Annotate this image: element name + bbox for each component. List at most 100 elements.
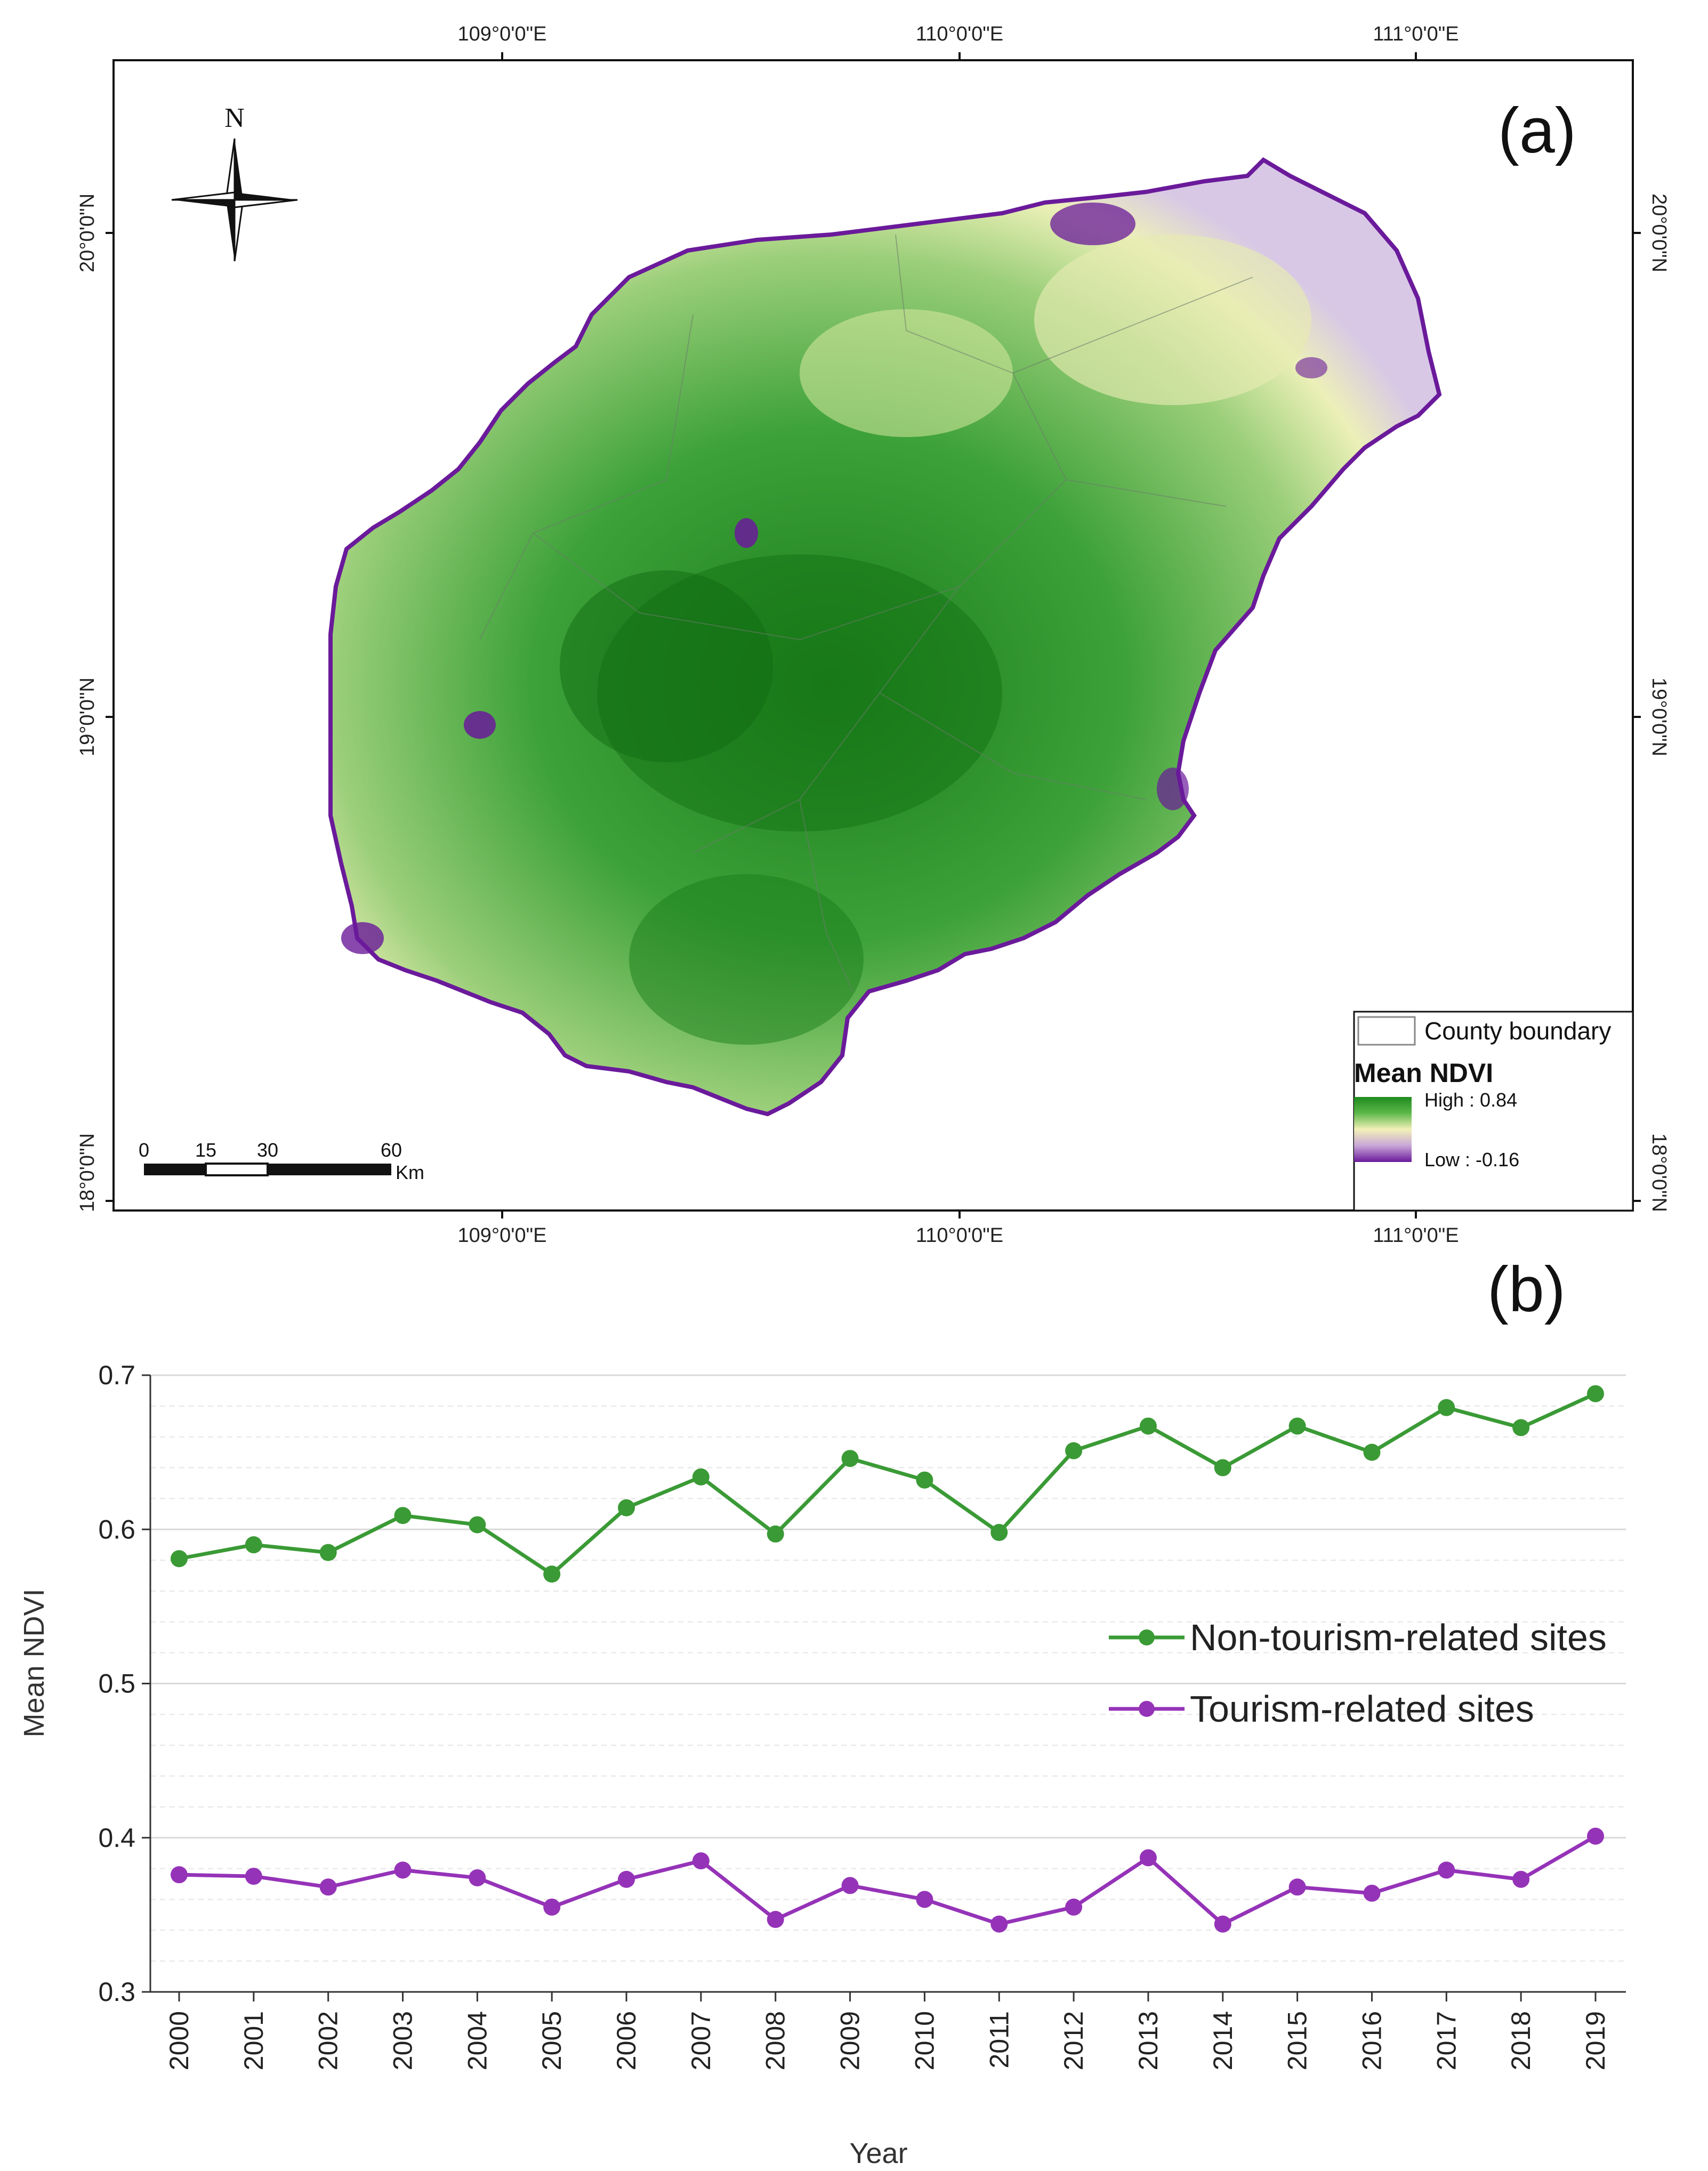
- x-tick-label: 2014: [1208, 2011, 1238, 2070]
- x-tick-label: 2012: [1059, 2011, 1089, 2070]
- island-ndvi-raster: [328, 157, 1442, 1117]
- ndvi-map-panel: 109°0'0"E 110°0'0"E 111°0'0"E 109°0'0"E …: [76, 23, 1670, 1247]
- lon-label-top-109: 109°0'0"E: [458, 23, 547, 45]
- north-label: N: [224, 103, 245, 133]
- data-point-non-tourism: [767, 1525, 784, 1543]
- lon-label-top-111: 111°0'0"E: [1373, 23, 1459, 45]
- x-tick-label: 2015: [1283, 2011, 1312, 2070]
- scale-tick-15: 15: [195, 1139, 216, 1161]
- x-tick-label: 2002: [313, 2011, 343, 2070]
- legend-title: Mean NDVI: [1354, 1058, 1493, 1088]
- data-point-non-tourism: [245, 1536, 262, 1554]
- x-tick-label: 2013: [1133, 2011, 1163, 2070]
- lon-label-top-110: 110°0'0"E: [916, 23, 1003, 45]
- data-point-non-tourism: [1214, 1459, 1231, 1476]
- y-tick-label: 0.5: [98, 1669, 135, 1699]
- data-point-non-tourism: [1065, 1442, 1083, 1459]
- lat-label-left-19: 19°0'0"N: [76, 677, 99, 756]
- lat-label-right-20: 20°0'0"N: [1648, 193, 1670, 272]
- data-point-tourism: [841, 1877, 859, 1894]
- x-tick-label: 2001: [239, 2011, 269, 2070]
- x-tick-label: 2011: [984, 2011, 1014, 2069]
- data-point-non-tourism: [841, 1450, 859, 1467]
- series-line-tourism: [179, 1834, 1597, 1926]
- county-boundary-swatch: [1357, 1016, 1416, 1046]
- data-point-non-tourism: [1512, 1419, 1530, 1436]
- x-tick-label: 2008: [761, 2011, 791, 2070]
- data-point-non-tourism: [916, 1471, 933, 1489]
- legend-marker: [1139, 1701, 1155, 1717]
- scale-tick-30: 30: [257, 1139, 278, 1161]
- lat-label-left-20: 20°0'0"N: [76, 193, 99, 272]
- legend-low-label: Low : -0.16: [1424, 1149, 1519, 1171]
- ndvi-color-ramp: [1354, 1097, 1412, 1162]
- lon-label-bottom-109: 109°0'0"E: [458, 1224, 547, 1247]
- x-tick-label: 2016: [1357, 2011, 1387, 2070]
- scale-tick-60: 60: [381, 1139, 402, 1161]
- lat-label-right-18: 18°0'0"N: [1648, 1133, 1670, 1212]
- data-point-non-tourism: [618, 1499, 635, 1516]
- data-point-non-tourism: [1139, 1417, 1157, 1435]
- data-point-non-tourism: [1438, 1399, 1455, 1416]
- lon-label-bottom-111: 111°0'0"E: [1373, 1224, 1459, 1247]
- data-point-non-tourism: [692, 1468, 710, 1486]
- map-legend: County boundary Mean NDVI High : 0.84 Lo…: [1353, 1011, 1634, 1212]
- data-point-non-tourism: [1288, 1417, 1306, 1435]
- series-line-non-tourism: [179, 1392, 1597, 1576]
- data-point-non-tourism: [1363, 1443, 1381, 1461]
- data-point-tourism: [767, 1911, 784, 1928]
- axis-layer: 0.3 0.4 0.5 0.6 0.7 2000 2001 2002 2003 2004 2005 2…: [98, 1360, 1626, 2070]
- data-point-non-tourism: [394, 1507, 412, 1524]
- x-tick-label: 2003: [388, 2011, 418, 2070]
- north-arrow-icon: [171, 138, 298, 262]
- legend-marker: [1139, 1629, 1155, 1645]
- y-tick-label: 0.4: [98, 1823, 135, 1853]
- chart-legend: Non-tourism-related sites Tourism-related…: [1109, 1617, 1607, 1730]
- y-tick-label: 0.3: [98, 1977, 135, 2007]
- x-tick-label: 2006: [611, 2011, 641, 2070]
- scale-tick-0: 0: [139, 1139, 149, 1161]
- x-tick-label: 2004: [462, 2011, 492, 2070]
- x-tick-label: 2019: [1581, 2011, 1610, 2070]
- data-point-tourism: [171, 1866, 188, 1884]
- data-point-tourism: [1363, 1884, 1381, 1902]
- data-point-tourism: [1438, 1861, 1455, 1879]
- series-layer: [171, 1385, 1604, 1933]
- data-point-non-tourism: [171, 1550, 188, 1568]
- data-point-non-tourism: [543, 1565, 561, 1583]
- scale-unit: Km: [396, 1161, 424, 1183]
- x-tick-label: 2009: [835, 2011, 865, 2070]
- x-tick-label: 2005: [537, 2011, 567, 2070]
- panel-label-a: (a): [1498, 95, 1576, 166]
- data-point-non-tourism: [319, 1544, 337, 1561]
- y-tick-label: 0.6: [98, 1514, 135, 1544]
- scale-bar: 0 15 30 60 Km: [139, 1139, 424, 1183]
- legend-label: Non-tourism-related sites: [1190, 1617, 1607, 1658]
- lon-ticks: [106, 52, 1641, 1218]
- data-point-tourism: [394, 1861, 412, 1879]
- data-point-tourism: [1512, 1870, 1530, 1888]
- data-point-non-tourism: [1587, 1385, 1604, 1402]
- lat-label-right-19: 19°0'0"N: [1648, 677, 1670, 756]
- x-tick-label: 2007: [686, 2011, 716, 2070]
- x-axis-title: Year: [849, 2137, 907, 2169]
- legend-label: Tourism-related sites: [1190, 1688, 1534, 1730]
- data-point-tourism: [319, 1878, 337, 1896]
- y-axis-title: Mean NDVI: [18, 1588, 50, 1737]
- lat-label-left-18: 18°0'0"N: [76, 1133, 99, 1212]
- data-point-tourism: [543, 1898, 561, 1916]
- county-boundary-label: County boundary: [1424, 1017, 1611, 1045]
- data-point-non-tourism: [469, 1516, 486, 1534]
- data-point-tourism: [1139, 1849, 1157, 1867]
- x-tick-label: 2018: [1506, 2011, 1536, 2070]
- data-point-tourism: [1214, 1915, 1231, 1933]
- lon-label-bottom-110: 110°0'0"E: [916, 1224, 1003, 1247]
- data-point-tourism: [692, 1852, 710, 1870]
- panel-label-b: (b): [1487, 1254, 1566, 1325]
- data-point-tourism: [990, 1915, 1008, 1933]
- data-point-non-tourism: [990, 1524, 1008, 1542]
- x-tick-label: 2010: [909, 2011, 939, 2070]
- data-point-tourism: [916, 1891, 933, 1908]
- legend-high-label: High : 0.84: [1424, 1089, 1517, 1111]
- data-point-tourism: [1587, 1827, 1604, 1845]
